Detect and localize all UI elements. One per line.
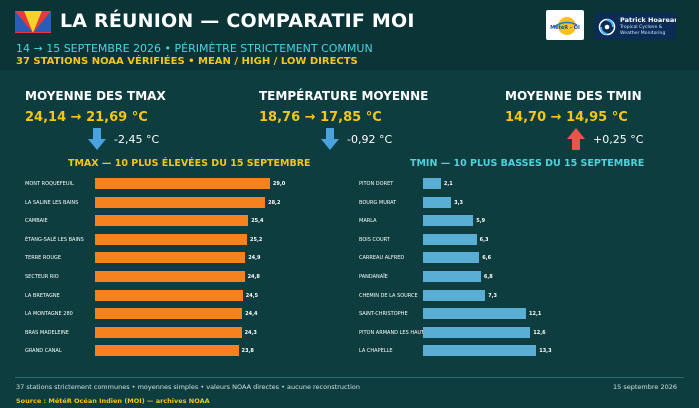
footer-date: 15 septembre 2026 — [613, 383, 677, 391]
tmax-bar — [95, 308, 242, 319]
cyclone-icon — [598, 18, 616, 36]
tmax-bar — [95, 345, 239, 356]
tmax-bar-value: 25,4 — [251, 218, 263, 224]
tmax-bar-value: 24,5 — [246, 293, 258, 299]
header-band: LA RÉUNION — COMPARATIF MOI 14 → 15 SEPT… — [0, 0, 699, 70]
tmin-bar-value: 3,3 — [454, 200, 463, 206]
arrow-down-icon — [88, 128, 106, 150]
tmax-station-label: LA MONTAGNE 280 — [25, 311, 73, 317]
meteor-oi-logo-text: MétéR - OI — [550, 24, 580, 31]
tmin-bar-value: 12,1 — [529, 311, 541, 317]
patrick-hoareau-logo: Patrick Hoareau Tropical Cyclone & Weath… — [594, 13, 676, 40]
tmin-station-label: PANDANAÏE — [359, 274, 388, 280]
tmin-station-label: LA CHAPELLE — [359, 348, 393, 354]
kpi-tmoy-delta: -0,92 °C — [347, 133, 392, 146]
tmax-station-label: SECTEUR RIO — [25, 274, 59, 280]
source-credit: Source : MétéR Océan Indien (MOI) — arch… — [16, 397, 210, 405]
tmin-bar — [423, 327, 530, 338]
tmin-bar-value: 7,3 — [488, 293, 497, 299]
reunion-flag-icon — [15, 11, 51, 33]
tmax-bar-value: 25,2 — [250, 237, 262, 243]
tmin-bar-value: 6,8 — [484, 274, 493, 280]
tmax-station-label: MONT ROQUEFEUIL — [25, 181, 74, 187]
tmin-bar — [423, 252, 479, 263]
tmax-bar — [95, 197, 265, 208]
arrow-down-icon — [321, 128, 339, 150]
tmax-bar — [95, 327, 242, 338]
kpi-tmax-value: 24,14 → 21,69 °C — [25, 110, 148, 125]
footer-note: 37 stations strictement communes • moyen… — [16, 383, 360, 391]
page-subtitle: 14 → 15 SEPTEMBRE 2026 • PÉRIMÈTRE STRIC… — [16, 42, 373, 55]
tmin-bar — [423, 234, 477, 245]
tmax-bar-value: 23,8 — [242, 348, 254, 354]
footer-divider — [15, 377, 684, 378]
meteor-oi-logo-icon: MétéR - OI — [546, 10, 584, 40]
tmin-station-label: CHEMIN DE LA SOURCE — [359, 293, 418, 299]
tmin-bar — [423, 308, 526, 319]
logo-tagline-line2: Weather Monitoring — [620, 31, 665, 37]
kpi-tmoy-title: TEMPÉRATURE MOYENNE — [259, 89, 428, 103]
tmax-bar-value: 29,0 — [273, 181, 285, 187]
arrow-up-icon — [567, 128, 585, 150]
tmin-station-label: BOIS COURT — [359, 237, 390, 243]
logo-tagline: Tropical Cyclone & Weather Monitoring — [620, 25, 665, 37]
tmax-bar — [95, 252, 245, 263]
chart-tmin-title: TMIN — 10 PLUS BASSES DU 15 SEPTEMBRE — [410, 158, 644, 169]
tmax-station-label: ÉTANG-SALÉ LES BAINS — [25, 237, 84, 243]
tmax-station-label: LA BRETAGNE — [25, 293, 60, 299]
tmin-bar-value: 2,1 — [444, 181, 453, 187]
tmax-bar — [95, 178, 270, 189]
tmin-station-label: CARREAU ALFRED — [359, 255, 404, 261]
tmax-bar — [95, 271, 245, 282]
tmax-bar — [95, 234, 247, 245]
tmax-station-label: BRAS MADELEINE — [25, 330, 69, 336]
tmax-bar-value: 24,8 — [248, 274, 260, 280]
meteor-oi-logo: MétéR - OI — [546, 10, 584, 40]
tmin-station-label: BOURG MURAT — [359, 200, 396, 206]
tmin-bar-value: 5,9 — [476, 218, 485, 224]
tmin-station-label: PITON DORET — [359, 181, 393, 187]
tmin-station-label: PITON ARMAND LES HAUTS — [359, 330, 427, 336]
tmin-bar — [423, 290, 485, 301]
tmin-bar — [423, 215, 473, 226]
kpi-tmoy-value: 18,76 → 17,85 °C — [259, 110, 382, 125]
tmax-station-label: GRAND CANAL — [25, 348, 62, 354]
tmin-bar — [423, 271, 481, 282]
chart-tmax-title: TMAX — 10 PLUS ÉLEVÉES DU 15 SEPTEMBRE — [68, 158, 311, 169]
kpi-tmax-title: MOYENNE DES TMAX — [25, 89, 166, 103]
tmax-bar-value: 28,2 — [268, 200, 280, 206]
tmax-station-label: TERRE ROUGE — [25, 255, 61, 261]
tmax-bar-value: 24,9 — [248, 255, 260, 261]
tmin-bar-value: 6,3 — [480, 237, 489, 243]
kpi-tmin-delta: +0,25 °C — [593, 133, 643, 146]
tmin-bar — [423, 197, 451, 208]
tmin-bar-value: 13,3 — [539, 348, 551, 354]
kpi-tmin-value: 14,70 → 14,95 °C — [505, 110, 628, 125]
tmin-bar-value: 12,6 — [533, 330, 545, 336]
tmax-station-label: LA SALINE LES BAINS — [25, 200, 78, 206]
tmax-station-label: CAMBAIE — [25, 218, 48, 224]
tmin-bar — [423, 345, 536, 356]
tmin-station-label: MARLA — [359, 218, 377, 224]
tmin-bar-value: 6,6 — [482, 255, 491, 261]
tmax-bar — [95, 290, 243, 301]
tmax-bar — [95, 215, 248, 226]
page-title: LA RÉUNION — COMPARATIF MOI — [60, 10, 415, 32]
tmin-station-label: SAINT-CHRISTOPHE — [359, 311, 408, 317]
kpi-tmax-delta: -2,45 °C — [114, 133, 159, 146]
kpi-tmin-title: MOYENNE DES TMIN — [505, 89, 642, 103]
logo-name: Patrick Hoareau — [620, 16, 676, 24]
tmin-bar — [423, 178, 441, 189]
page-subtitle-stations: 37 STATIONS NOAA VÉRIFIÉES • MEAN / HIGH… — [16, 56, 358, 67]
tmax-bar-value: 24,4 — [245, 311, 257, 317]
tmax-bar-value: 24,3 — [245, 330, 257, 336]
